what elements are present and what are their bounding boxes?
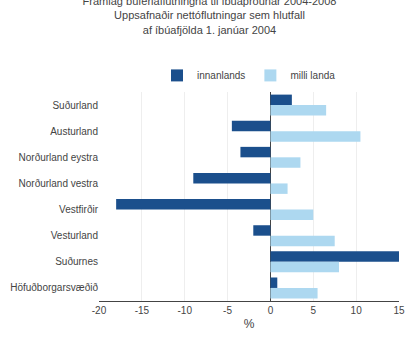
svg-text:0: 0 (268, 305, 274, 316)
svg-text:milli landa: milli landa (290, 70, 335, 81)
svg-text:Vestfirðir: Vestfirðir (59, 204, 99, 215)
svg-text:Austurland: Austurland (50, 126, 98, 137)
svg-text:%: % (244, 317, 255, 331)
svg-text:15: 15 (393, 305, 405, 316)
svg-text:5: 5 (311, 305, 317, 316)
svg-text:-15: -15 (135, 305, 150, 316)
svg-text:Suðurland: Suðurland (52, 100, 98, 111)
svg-text:10: 10 (351, 305, 363, 316)
svg-text:Vesturland: Vesturland (51, 230, 98, 241)
svg-text:Norðurland vestra: Norðurland vestra (19, 178, 99, 189)
svg-text:Framlag búferlaflutningna til: Framlag búferlaflutningna til íbúaþróuna… (83, 0, 337, 36)
svg-text:innanlands: innanlands (197, 70, 245, 81)
svg-text:Höfuðborgarsvæðið: Höfuðborgarsvæðið (10, 282, 98, 293)
svg-text:-20: -20 (92, 305, 107, 316)
svg-text:Norðurland eystra: Norðurland eystra (19, 152, 99, 163)
svg-text:-10: -10 (177, 305, 192, 316)
svg-text:-5: -5 (223, 305, 232, 316)
svg-text:Suðurnes: Suðurnes (55, 256, 98, 267)
